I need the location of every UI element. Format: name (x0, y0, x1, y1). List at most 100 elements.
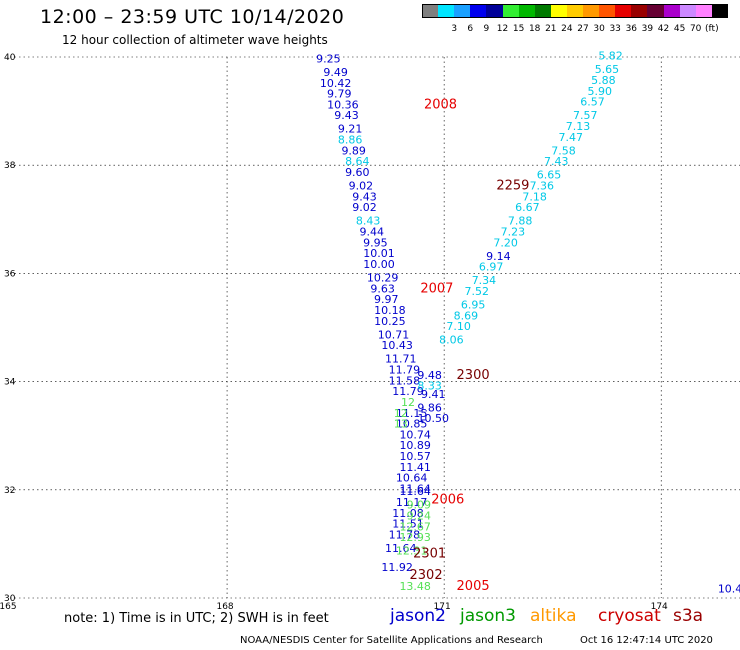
data-point-label: 9.86 (417, 401, 442, 414)
data-point-label: 10.18 (374, 304, 406, 317)
color-scale-label: 36 (625, 24, 638, 34)
y-tick-label: 36 (4, 269, 16, 279)
data-point-label: 12 (394, 407, 408, 420)
data-point-label: 11.64 (399, 483, 431, 496)
color-swatch (518, 4, 536, 18)
data-point-label: 6.67 (515, 201, 540, 214)
data-point-label: 12.31 (396, 545, 428, 558)
data-point-label: 11.51 (392, 518, 424, 531)
data-point-label: 6.95 (461, 299, 486, 312)
data-point-label: 8.33 (417, 380, 442, 393)
data-point-label: 10.89 (399, 439, 431, 452)
y-tick-label: 40 (4, 53, 16, 63)
color-scale-label: (ft) (705, 24, 719, 34)
data-point-label: 12 (401, 396, 415, 409)
y-tick-label: 32 (4, 486, 15, 496)
data-point-label: 7.88 (508, 215, 533, 228)
data-point-label: 9.21 (338, 123, 363, 136)
data-point-label: 11.41 (399, 461, 431, 474)
color-scale-label: 6 (467, 24, 474, 34)
color-scale-label: 24 (561, 24, 573, 34)
data-point-label: 10.74 (399, 428, 431, 441)
data-point-label: 9.41 (421, 388, 446, 401)
data-point-label: 11.64 (399, 485, 431, 498)
data-point-label: 7.58 (551, 144, 576, 157)
data-point-label: 11.71 (385, 353, 417, 366)
color-swatch (583, 4, 600, 18)
color-swatch (631, 4, 648, 18)
data-point-label: 12.67 (399, 520, 431, 533)
data-point-label: 10.64 (396, 472, 428, 485)
data-point-label: 5.82 (598, 50, 623, 63)
color-swatch (502, 4, 520, 18)
color-swatch (695, 4, 713, 18)
data-point-label: 8.69 (454, 309, 479, 322)
data-point-label: 7.18 (522, 190, 547, 203)
data-point-label: 10.71 (378, 328, 410, 341)
data-point-label: 7.52 (464, 285, 489, 298)
time-label: 2259 (496, 179, 529, 194)
data-point-label: 11.15 (396, 407, 428, 420)
data-point-label: 7.43 (544, 155, 569, 168)
data-point-label: 6.97 (479, 261, 504, 274)
color-scale-label: 70 (689, 24, 702, 34)
data-point-label: 10.50 (418, 412, 450, 425)
data-point-label: 10.85 (396, 418, 428, 431)
chart-subtitle: 12 hour collection of altimeter wave hei… (62, 33, 328, 47)
data-point-label: 6.57 (580, 96, 605, 109)
color-swatch (615, 4, 632, 18)
data-point-label: 11.58 (389, 374, 421, 387)
y-tick-label: 34 (4, 378, 16, 388)
color-swatch (599, 4, 616, 18)
x-tick-label: 171 (434, 602, 451, 612)
data-point-label: 9.43 (352, 190, 377, 203)
data-point-label: 10.00 (363, 258, 395, 271)
x-tick-label: 174 (651, 602, 668, 612)
data-point-label: 11.79 (389, 363, 421, 376)
time-label: 2008 (424, 97, 457, 112)
data-point-label: 5.90 (587, 85, 612, 98)
color-swatch (566, 4, 584, 18)
data-point-label: 7.34 (472, 274, 497, 287)
data-point-label: 8.64 (345, 155, 370, 168)
data-point-label: 9.79 (327, 88, 352, 101)
color-scale-label: 39 (641, 24, 654, 34)
data-point-label: 11.79 (392, 385, 424, 398)
data-point-label: 9.89 (341, 144, 366, 157)
data-point-label: 9.09 (407, 499, 432, 512)
data-point-label: 10.45 (718, 583, 740, 596)
satellite-altika: altika (530, 606, 577, 626)
data-point-label: 11.64 (385, 542, 417, 555)
data-point-label: 9.43 (334, 109, 359, 122)
color-scale-label: 33 (609, 24, 621, 34)
data-point-label: 10.36 (327, 98, 359, 111)
color-swatch (422, 4, 439, 18)
data-point-label: 10.01 (363, 247, 395, 260)
data-point-label: 9.48 (417, 369, 442, 382)
color-scale-label: 15 (512, 24, 525, 34)
time-label: 2007 (420, 281, 453, 296)
color-swatch (470, 4, 487, 18)
data-point-label: 11.17 (396, 496, 428, 509)
data-point-label: 10.25 (374, 315, 406, 328)
time-label: 2300 (457, 368, 490, 383)
time-label: 2301 (413, 546, 446, 561)
data-point-label: 7.47 (559, 131, 584, 144)
timestamp: Oct 16 12:47:14 UTC 2020 (580, 635, 713, 646)
data-point-label: 9.60 (345, 166, 370, 179)
data-point-label: 9.63 (370, 282, 395, 295)
data-point-label: 9.25 (316, 52, 341, 65)
color-swatch (679, 4, 697, 18)
data-point-label: 6.65 (537, 169, 562, 182)
data-point-label: 7.36 (530, 180, 555, 193)
time-label: 2006 (431, 492, 464, 507)
color-scale-label: 12 (496, 24, 509, 34)
data-point-label: 9.97 (374, 293, 399, 306)
data-point-label: 5.88 (591, 74, 616, 87)
data-point-label: 10.29 (367, 272, 399, 285)
color-swatch (550, 4, 568, 18)
data-point-label: 5.65 (595, 63, 620, 76)
color-scale-label: 18 (528, 24, 541, 34)
time-label: 2005 (457, 579, 490, 594)
